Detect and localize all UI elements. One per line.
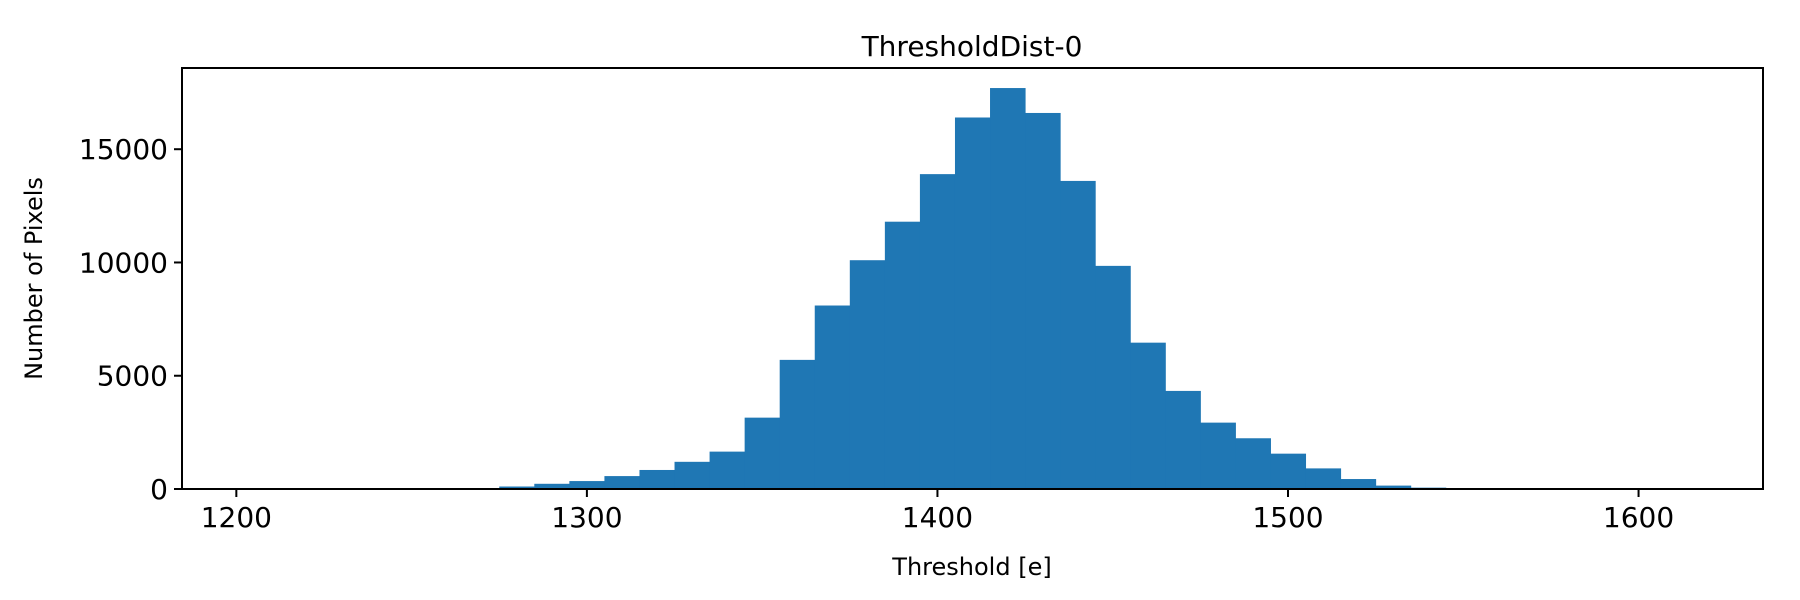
histogram-bar <box>1060 180 1096 490</box>
histogram-bar <box>1200 422 1236 489</box>
histogram-bar <box>1340 479 1377 489</box>
histogram-bar <box>499 486 535 489</box>
chart-title: ThresholdDist-0 <box>861 30 1083 63</box>
histogram-bar <box>814 305 851 489</box>
histogram-bar <box>990 88 1026 490</box>
axes-group: 1200 1300 1400 1500 1600 0 5000 10000 15000 <box>79 67 1764 534</box>
histogram-bar <box>1375 485 1412 489</box>
x-tick-label: 1200 <box>201 501 272 534</box>
histogram-bar <box>709 451 746 489</box>
histogram-bar <box>919 174 956 489</box>
x-tick-label: 1400 <box>902 501 973 534</box>
x-tick-label: 1600 <box>1603 501 1674 534</box>
histogram-bar <box>604 476 640 489</box>
histogram-bar <box>744 417 781 489</box>
histogram-bar <box>674 461 711 489</box>
histogram-bar <box>639 469 676 489</box>
bars-group <box>253 88 1692 490</box>
histogram-bar <box>1305 468 1342 489</box>
histogram-bar <box>1235 438 1271 489</box>
y-axis-label: Number of Pixels <box>20 177 48 380</box>
histogram-bar <box>779 359 816 489</box>
axes-spines <box>181 67 1764 490</box>
histogram-bar <box>569 481 605 489</box>
y-tick-label: 15000 <box>79 133 168 166</box>
y-tick-label: 10000 <box>79 246 168 279</box>
y-tick-label: 5000 <box>97 360 168 393</box>
histogram-bar <box>534 483 570 489</box>
histogram-bar <box>1130 342 1166 489</box>
y-tick-label: 0 <box>150 473 168 506</box>
histogram-bar <box>1270 453 1307 489</box>
histogram-bar <box>849 260 886 489</box>
x-tick-label: 1500 <box>1252 501 1323 534</box>
x-axis-label: Threshold [e] <box>891 553 1051 581</box>
x-tick-label: 1300 <box>551 501 622 534</box>
histogram-bar <box>1095 265 1131 489</box>
histogram-bar <box>1165 390 1201 489</box>
histogram-bar <box>1025 112 1061 489</box>
histogram-bar <box>884 221 921 489</box>
histogram-bar <box>954 117 991 490</box>
